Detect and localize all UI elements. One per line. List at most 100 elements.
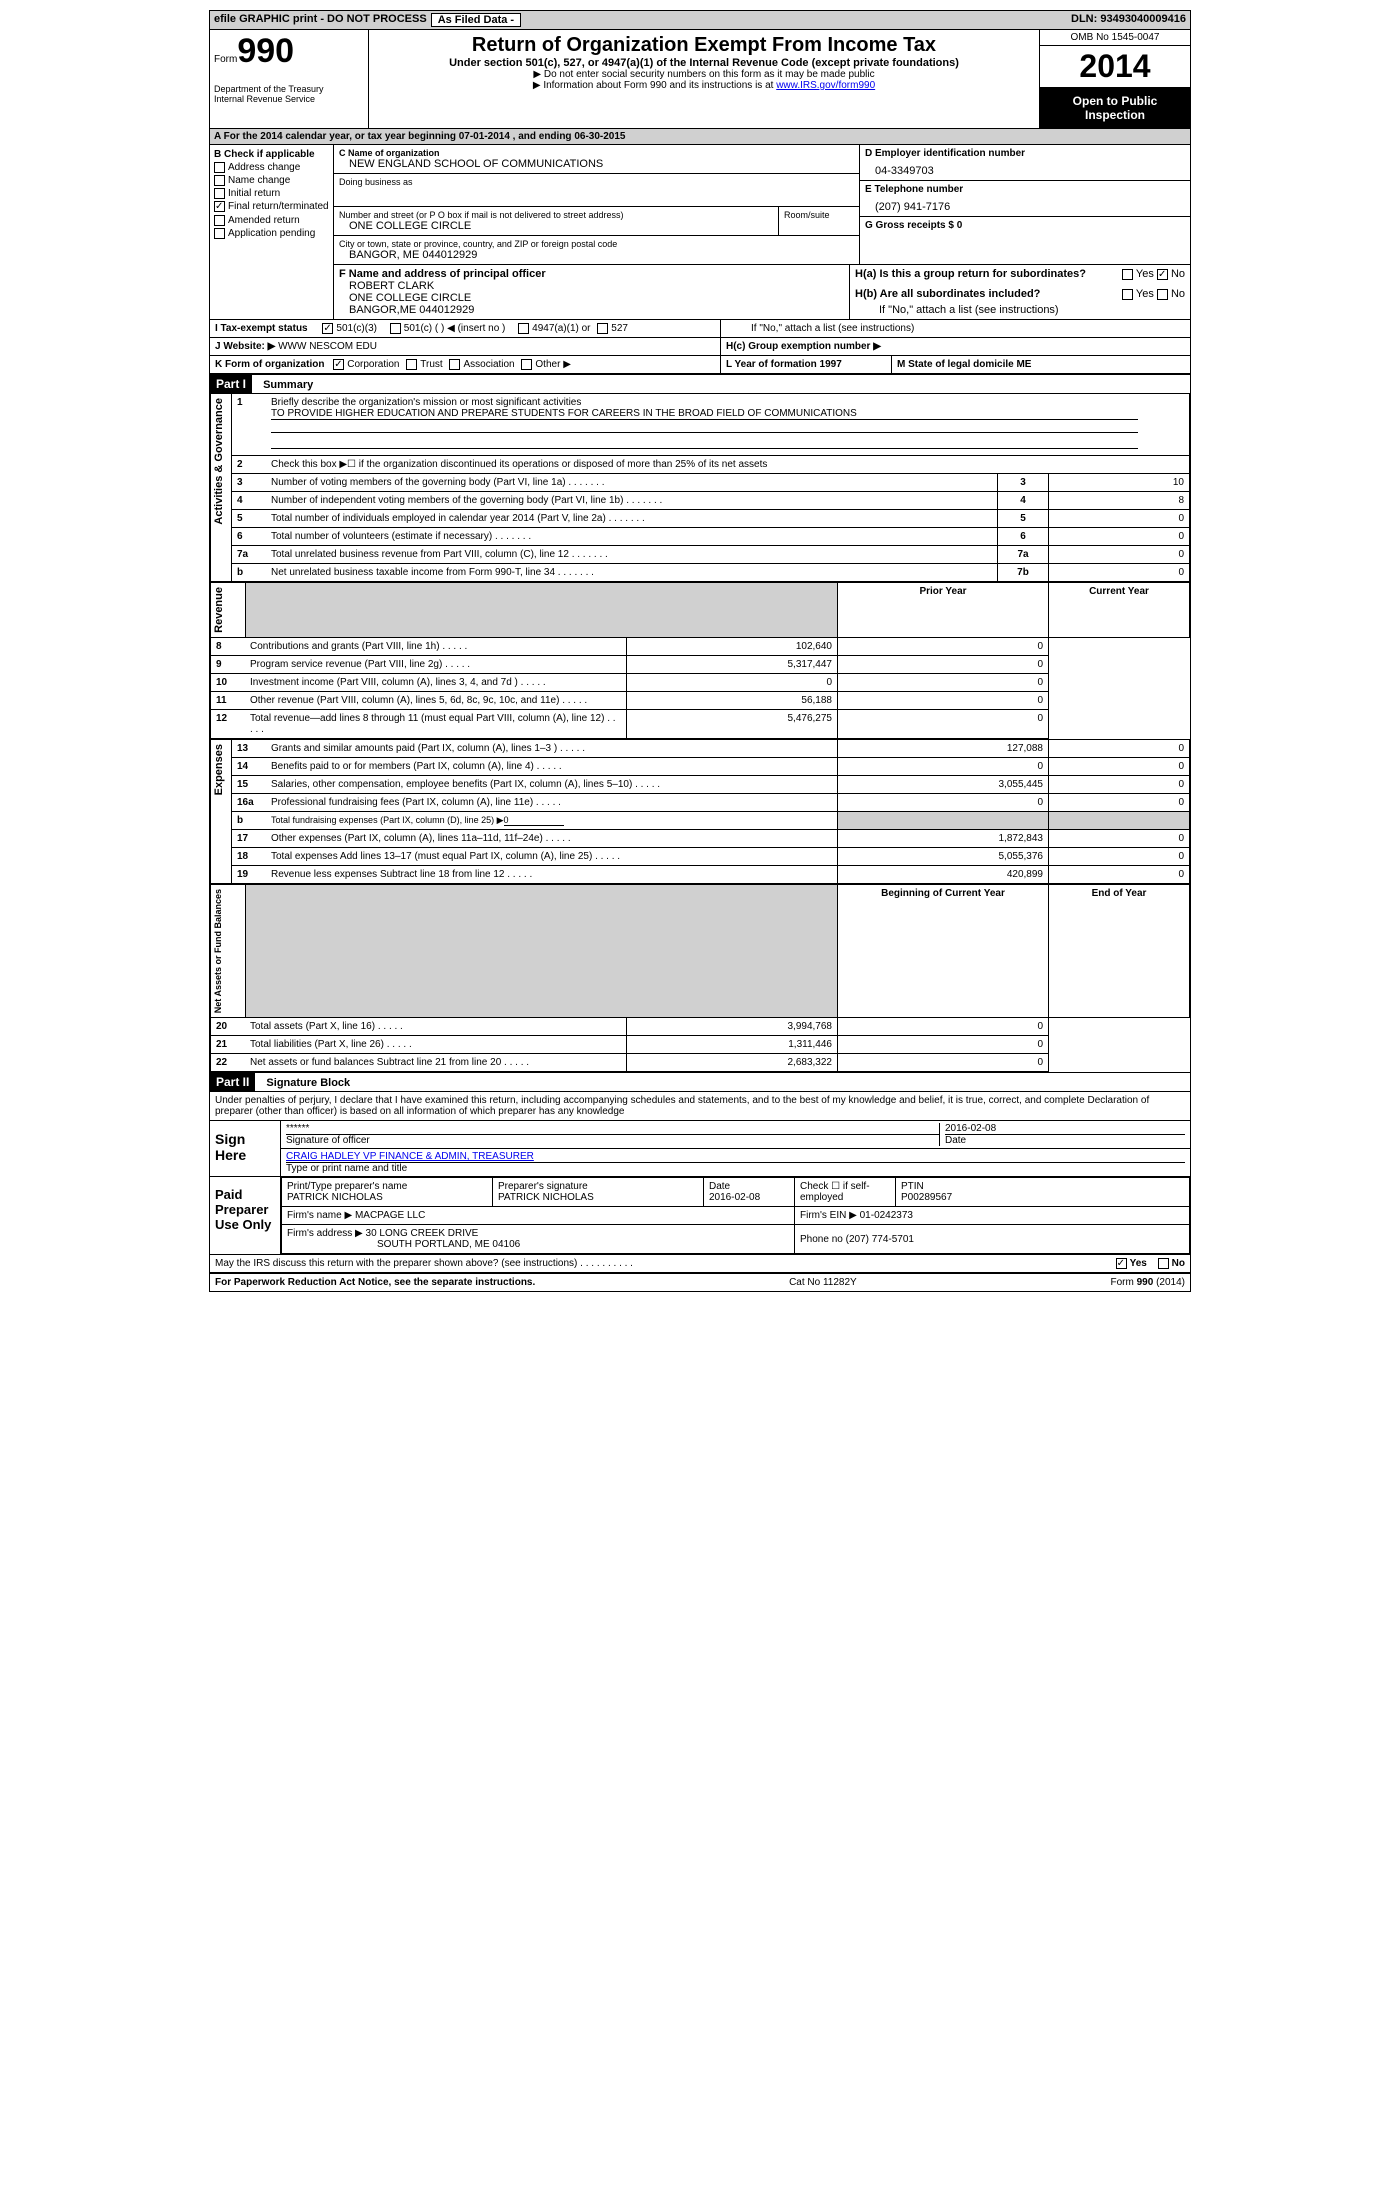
ein-label: D Employer identification number	[865, 148, 1185, 159]
signature-mask: ******	[286, 1123, 939, 1134]
org-name-label: C Name of organization	[339, 148, 854, 158]
city-label: City or town, state or province, country…	[339, 239, 854, 249]
phone-label: Phone no	[800, 1234, 843, 1245]
section-b-c-d: B Check if applicable Address change Nam…	[210, 145, 1190, 320]
summary-line-b: b Net unrelated business taxable income …	[211, 564, 1190, 582]
revenue-line-11: 11 Other revenue (Part VIII, column (A),…	[211, 692, 1190, 710]
website-value: WWW NESCOM EDU	[278, 341, 377, 352]
addr-label: Number and street (or P O box if mail is…	[339, 210, 773, 220]
org-name: NEW ENGLAND SCHOOL OF COMMUNICATIONS	[339, 158, 854, 170]
cb-ha-yes[interactable]	[1122, 269, 1133, 280]
column-c-org-info: C Name of organization NEW ENGLAND SCHOO…	[334, 145, 1190, 319]
cb-association[interactable]	[449, 359, 460, 370]
efile-notice: efile GRAPHIC print - DO NOT PROCESS	[214, 13, 427, 27]
cat-number: Cat No 11282Y	[789, 1277, 857, 1288]
line-1-label: Briefly describe the organization's miss…	[271, 397, 581, 408]
row-j-website: J Website: ▶ WWW NESCOM EDU H(c) Group e…	[210, 338, 1190, 356]
expense-line-18: 18 Total expenses Add lines 13–17 (must …	[211, 848, 1190, 866]
cb-corporation[interactable]	[333, 359, 344, 370]
cb-address-change[interactable]	[214, 162, 225, 173]
expense-line-17: 17 Other expenses (Part IX, column (A), …	[211, 830, 1190, 848]
officer-name: ROBERT CLARK	[339, 280, 844, 292]
revenue-table: Revenue Prior Year Current Year 8 Contri…	[210, 582, 1190, 739]
vtext-activities: Activities & Governance	[211, 394, 227, 529]
header-right: OMB No 1545-0047 2014 Open to Public Ins…	[1039, 30, 1190, 128]
vtext-expenses: Expenses	[211, 740, 227, 799]
gross-receipts: G Gross receipts $ 0	[865, 220, 1185, 231]
vtext-netassets: Net Assets or Fund Balances	[211, 885, 225, 1017]
line-1-mission: TO PROVIDE HIGHER EDUCATION AND PREPARE …	[271, 408, 1138, 420]
form-word: Form	[214, 54, 237, 65]
perjury-statement: Under penalties of perjury, I declare th…	[210, 1092, 1190, 1121]
top-bar: efile GRAPHIC print - DO NOT PROCESS As …	[210, 11, 1190, 30]
ptin-label: PTIN	[901, 1181, 1184, 1192]
ptin-value: P00289567	[901, 1192, 1184, 1203]
cb-501c3[interactable]	[322, 323, 333, 334]
netasset-line-22: 22 Net assets or fund balances Subtract …	[211, 1054, 1190, 1072]
state-domicile: M State of legal domicile ME	[897, 359, 1031, 370]
sign-here-block: Sign Here ****** Signature of officer 20…	[210, 1121, 1190, 1177]
cb-amended-return[interactable]	[214, 215, 225, 226]
summary-line-6: 6 Total number of volunteers (estimate i…	[211, 528, 1190, 546]
paid-preparer-block: Paid Preparer Use Only Print/Type prepar…	[210, 1177, 1190, 1255]
cb-name-change[interactable]	[214, 175, 225, 186]
header-center: Return of Organization Exempt From Incom…	[369, 30, 1039, 128]
cb-hb-yes[interactable]	[1122, 289, 1133, 300]
expense-line-14: 14 Benefits paid to or for members (Part…	[211, 758, 1190, 776]
summary-line-3: 3 Number of voting members of the govern…	[211, 474, 1190, 492]
cb-irs-no[interactable]	[1158, 1258, 1169, 1269]
part-1-table: Activities & Governance 1 Briefly descri…	[210, 394, 1190, 582]
expense-line-13: Expenses 13 Grants and similar amounts p…	[211, 740, 1190, 758]
expense-line-15: 15 Salaries, other compensation, employe…	[211, 776, 1190, 794]
part-2-header: Part II Signature Block	[210, 1072, 1190, 1092]
tel-value: (207) 941-7176	[865, 195, 1185, 213]
cb-ha-no[interactable]	[1157, 269, 1168, 280]
col-end: End of Year	[1049, 885, 1190, 1018]
cb-irs-yes[interactable]	[1116, 1258, 1127, 1269]
dept-irs: Internal Revenue Service	[214, 94, 364, 104]
col-beginning: Beginning of Current Year	[838, 885, 1049, 1018]
tax-year: 2014	[1040, 46, 1190, 88]
cb-other[interactable]	[521, 359, 532, 370]
officer-label: F Name and address of principal officer	[339, 268, 844, 280]
netasset-line-20: 20 Total assets (Part X, line 16) . . . …	[211, 1018, 1190, 1036]
hb-note-2: If "No," attach a list (see instructions…	[721, 320, 1190, 337]
cb-4947[interactable]	[518, 323, 529, 334]
ein-value: 04-3349703	[865, 159, 1185, 177]
dba-label: Doing business as	[339, 177, 854, 187]
irs-discuss-row: May the IRS discuss this return with the…	[210, 1255, 1190, 1274]
officer-addr1: ONE COLLEGE CIRCLE	[339, 292, 844, 304]
firm-name-label: Firm's name ▶	[287, 1210, 352, 1221]
cb-application-pending[interactable]	[214, 228, 225, 239]
firm-name: MACPAGE LLC	[355, 1210, 425, 1221]
omb-number: OMB No 1545-0047	[1040, 30, 1190, 46]
firm-addr1: 30 LONG CREEK DRIVE	[366, 1228, 479, 1239]
form-note-1: ▶ Do not enter social security numbers o…	[373, 69, 1035, 80]
signature-date: 2016-02-08	[945, 1123, 1185, 1134]
tel-label: E Telephone number	[865, 184, 1185, 195]
netasset-line-21: 21 Total liabilities (Part X, line 26) .…	[211, 1036, 1190, 1054]
ha-question: H(a) Is this a group return for subordin…	[855, 268, 1185, 280]
as-filed-label: As Filed Data -	[431, 13, 521, 27]
col-current-year: Current Year	[1049, 583, 1190, 638]
cb-initial-return[interactable]	[214, 188, 225, 199]
irs-link[interactable]: www.IRS.gov/form990	[776, 80, 875, 91]
officer-name-title[interactable]: CRAIG HADLEY VP FINANCE & ADMIN, TREASUR…	[286, 1151, 534, 1162]
form-990-document: efile GRAPHIC print - DO NOT PROCESS As …	[209, 10, 1191, 1292]
vtext-revenue: Revenue	[211, 583, 227, 637]
dln-number: DLN: 93493040009416	[1071, 13, 1186, 27]
cb-hb-no[interactable]	[1157, 289, 1168, 300]
dept-treasury: Department of the Treasury	[214, 84, 364, 94]
cb-527[interactable]	[597, 323, 608, 334]
form-title: Return of Organization Exempt From Incom…	[373, 34, 1035, 57]
cb-501c[interactable]	[390, 323, 401, 334]
paid-preparer-label: Paid Preparer Use Only	[210, 1177, 281, 1254]
form-note-2: ▶ Information about Form 990 and its ins…	[373, 80, 1035, 91]
cb-final-return[interactable]	[214, 201, 225, 212]
expense-line-b: b Total fundraising expenses (Part IX, c…	[211, 812, 1190, 830]
cb-trust[interactable]	[406, 359, 417, 370]
col-prior-year: Prior Year	[838, 583, 1049, 638]
signature-label: Signature of officer	[286, 1135, 939, 1146]
header-left: Form990 Department of the Treasury Inter…	[210, 30, 369, 128]
self-employed-check: Check ☐ if self-employed	[795, 1178, 896, 1207]
